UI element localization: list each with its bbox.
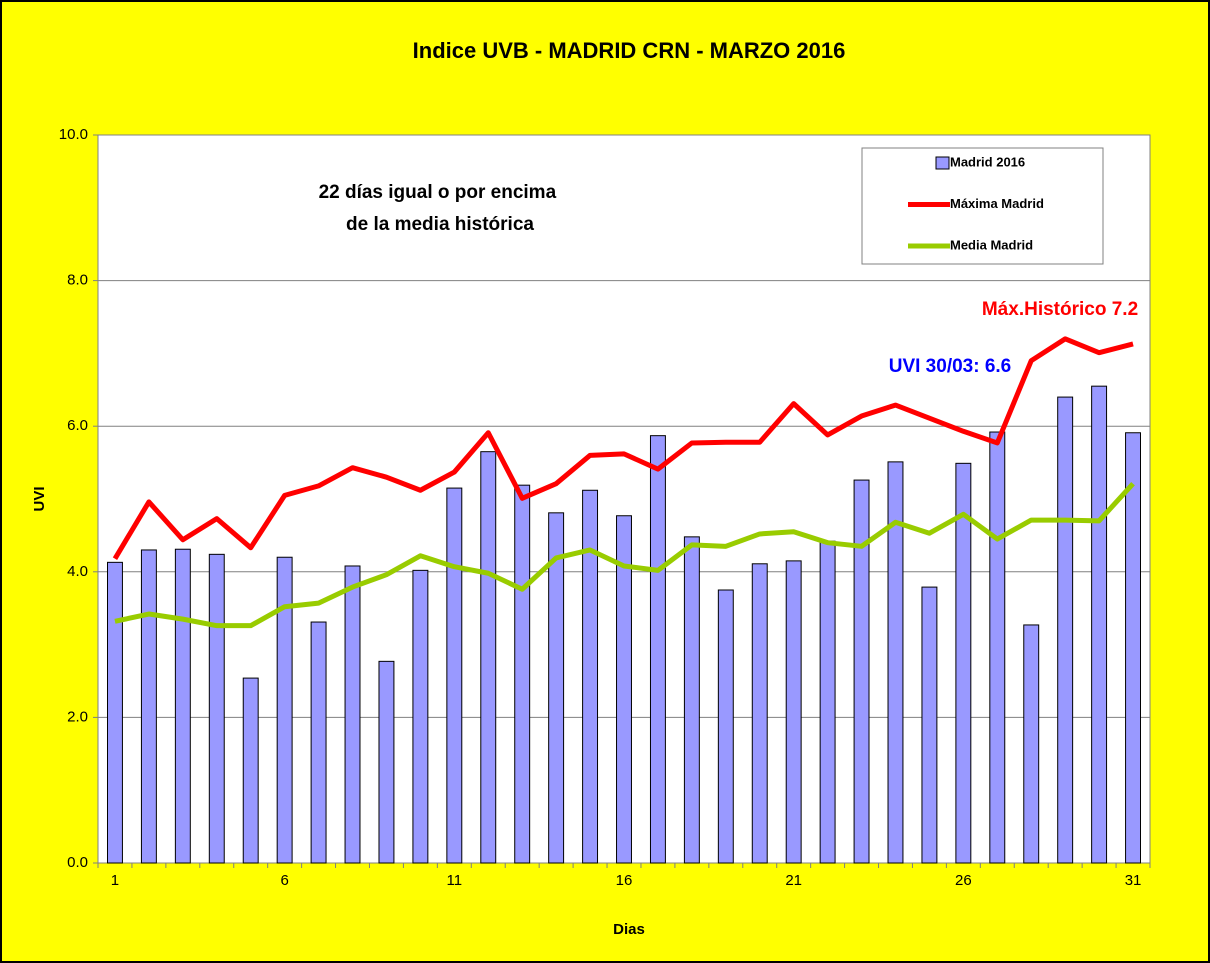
legend-label: Madrid 2016: [950, 154, 1025, 169]
x-tick-label: 26: [955, 872, 972, 889]
x-tick-label: 6: [280, 872, 288, 889]
y-tick-label: 8.0: [67, 272, 88, 289]
bar: [140, 549, 157, 864]
bar: [276, 556, 293, 864]
annotation: Máx.Histórico 7.2: [982, 299, 1138, 320]
bar: [751, 563, 768, 864]
legend-swatch: [935, 156, 950, 170]
y-tick-label: 0.0: [67, 854, 88, 871]
legend-label: Media Madrid: [950, 237, 1033, 252]
annotation-line: 22 días igual o por encima: [319, 182, 557, 203]
bar: [548, 512, 565, 864]
annotation: 22 días igual o por encima de la media h…: [319, 182, 562, 235]
y-axis-label: UVI: [31, 486, 48, 511]
line: [112, 336, 1134, 560]
bar: [208, 553, 225, 864]
chart-title: Indice UVB - MADRID CRN - MARZO 2016: [413, 38, 846, 63]
bar: [989, 431, 1006, 864]
bar: [412, 569, 429, 864]
line: [114, 482, 1135, 629]
bar: [1057, 396, 1074, 864]
legend-box: [861, 147, 1104, 265]
bar: [378, 660, 395, 864]
y-tick-label: 4.0: [67, 563, 88, 580]
bar: [853, 479, 870, 864]
x-axis-label: Dias: [613, 921, 645, 938]
legend-label: Máxima Madrid: [950, 196, 1044, 211]
bar: [717, 589, 734, 864]
bar: [819, 540, 836, 864]
x-tick-label: 1: [111, 872, 119, 889]
bar: [1091, 385, 1108, 864]
bar: [1125, 432, 1141, 864]
annotation-line: de la media histórica: [346, 214, 534, 235]
bar: [344, 565, 361, 864]
x-tick-label: 21: [785, 872, 802, 889]
bar: [1023, 624, 1040, 864]
bar: [616, 515, 632, 864]
x-tick-label: 11: [447, 872, 463, 889]
bar: [785, 560, 802, 864]
bar: [242, 677, 259, 864]
bar: [649, 435, 666, 864]
bar: [955, 462, 972, 864]
bar: [107, 561, 123, 864]
bar: [887, 461, 904, 864]
bar: [683, 536, 700, 864]
x-tick-label: 31: [1125, 872, 1142, 889]
annotation: UVI 30/03: 6.6: [889, 356, 1012, 377]
bar: [514, 484, 531, 864]
bar: [921, 586, 938, 864]
bar: [174, 548, 191, 864]
x-tick-label: 16: [616, 872, 633, 889]
bar: [310, 621, 327, 864]
y-tick-label: 10.0: [59, 126, 88, 143]
bar: [446, 487, 463, 864]
y-tick-label: 6.0: [67, 417, 88, 434]
y-tick-label: 2.0: [67, 708, 88, 725]
bar: [582, 489, 599, 864]
bar: [480, 451, 497, 864]
